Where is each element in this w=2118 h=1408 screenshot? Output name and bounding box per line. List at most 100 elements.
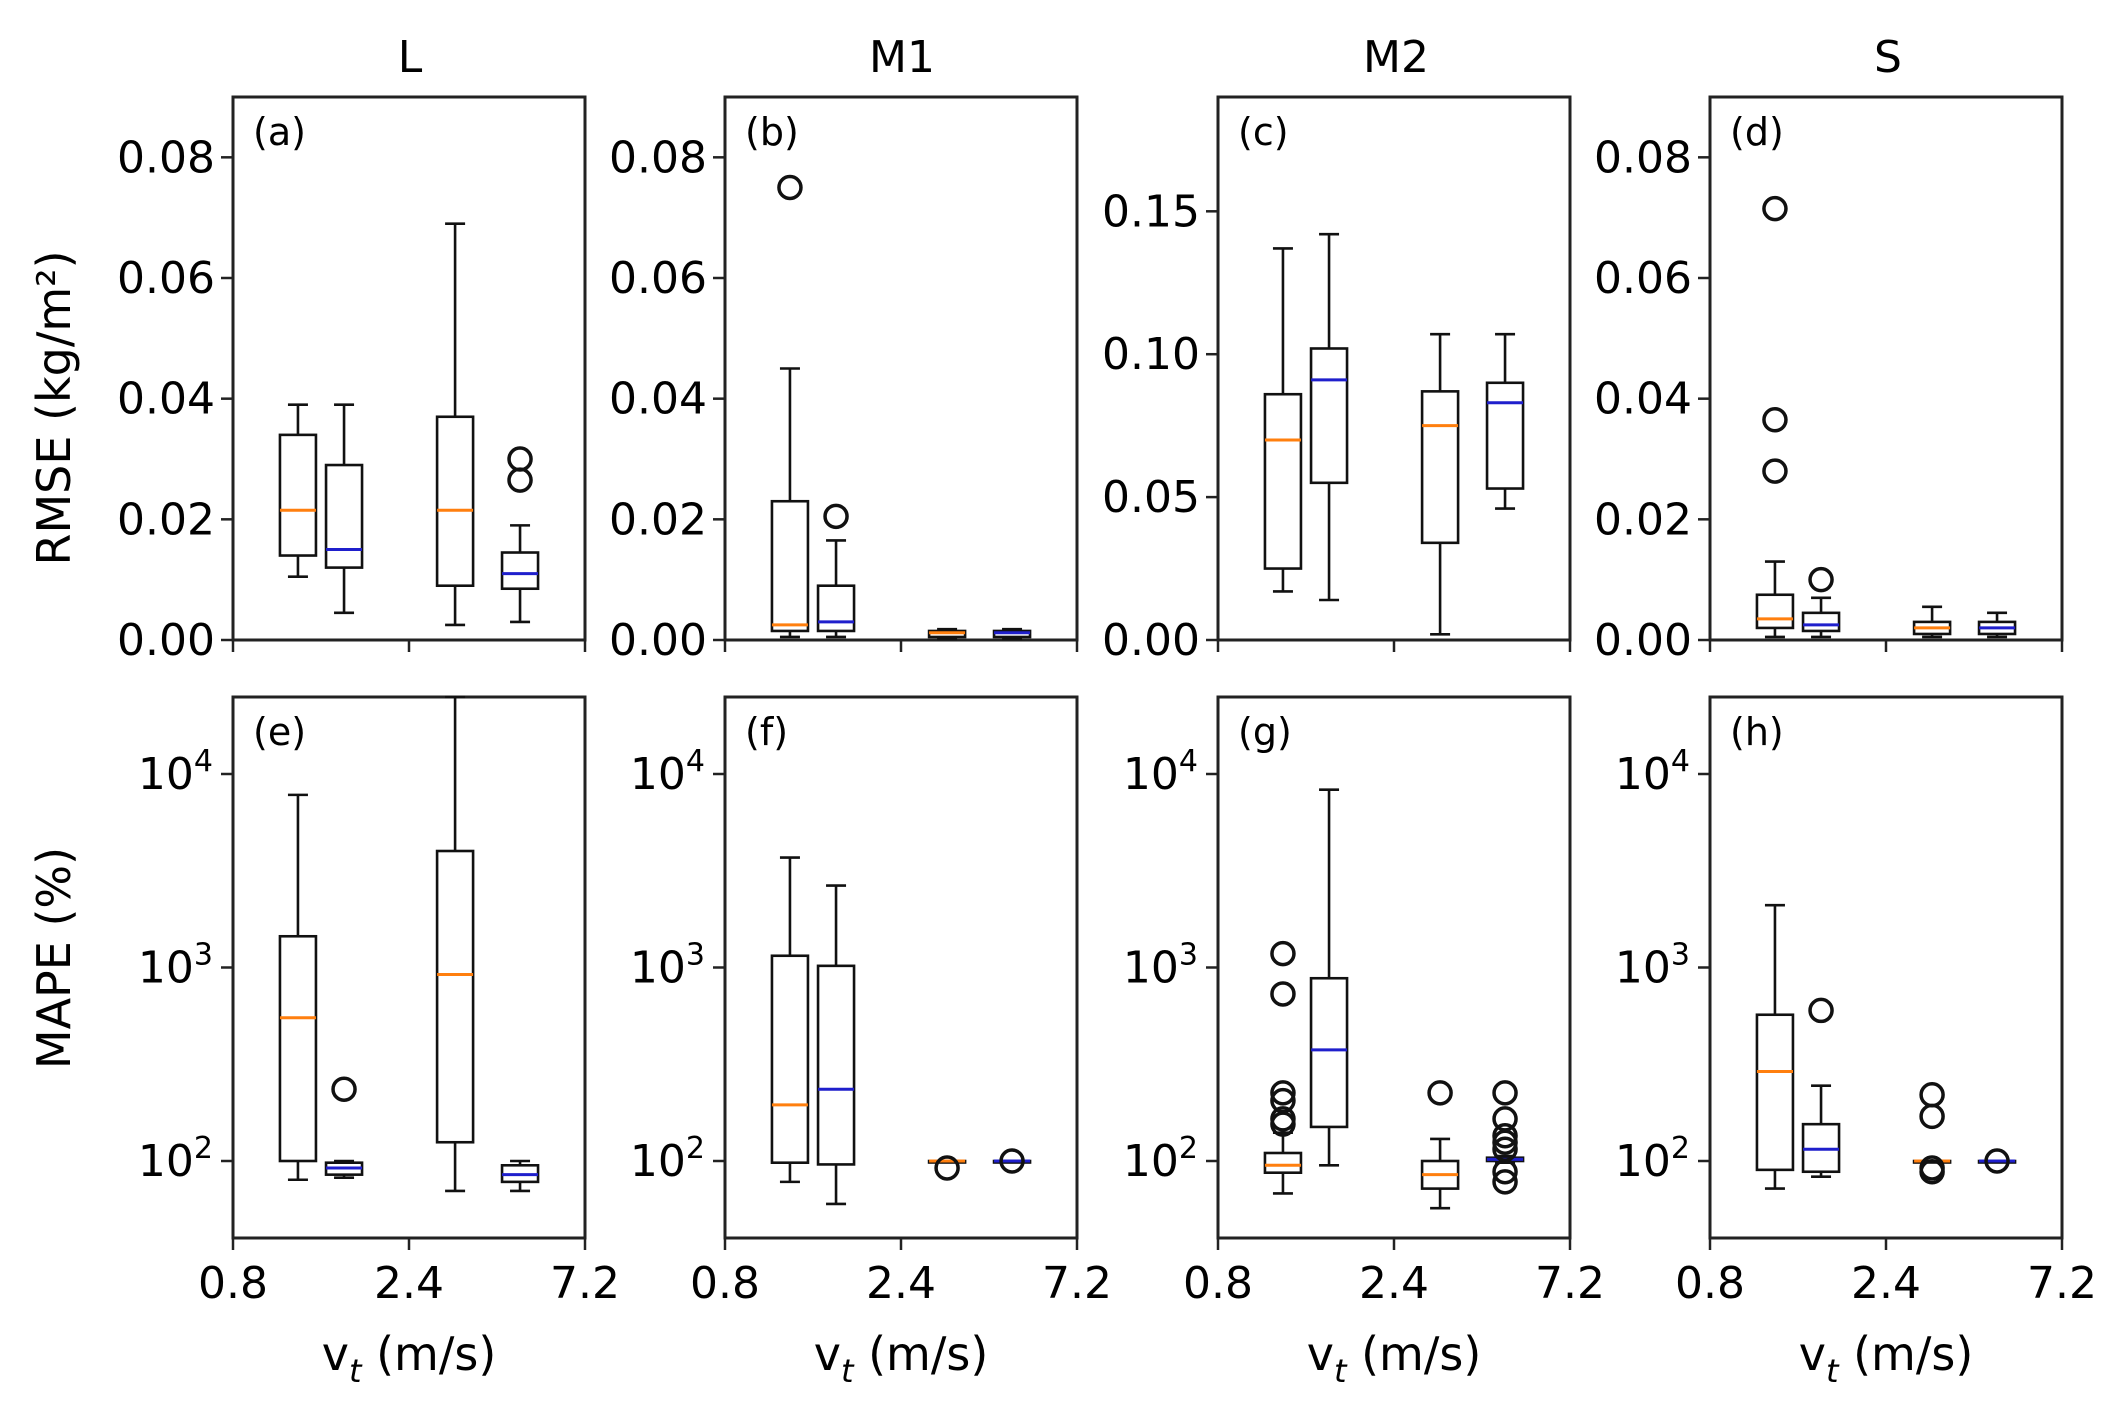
box-item	[324, 1076, 364, 1179]
iqr-box	[500, 551, 540, 591]
y-tick-label: 0.08	[1594, 132, 1692, 183]
iqr-box	[770, 954, 810, 1164]
box-item	[1485, 1080, 1525, 1195]
plot-frame	[723, 95, 1079, 642]
x-axis-labels: vt (m/s) vt (m/s) vt (m/s) vt (m/s)	[322, 1327, 1974, 1390]
x-tick-label: 2.4	[1851, 1258, 1921, 1309]
iqr-box	[435, 415, 475, 587]
y-tick-label: 104	[630, 744, 705, 800]
plot-frame	[723, 695, 1079, 1240]
y-tick-label: 104	[1123, 744, 1198, 800]
outlier-point	[1492, 1106, 1518, 1132]
iqr-box	[278, 934, 318, 1163]
iqr-box	[278, 433, 318, 557]
x-tick-label: 7.2	[1535, 1258, 1605, 1309]
box-item	[1755, 195, 1795, 639]
box-item	[324, 403, 364, 615]
outlier-point	[1492, 1123, 1518, 1149]
column-titles: L M1 M2 S	[398, 32, 1902, 83]
outlier-point	[1984, 1148, 2010, 1174]
panel-label: (e)	[253, 710, 306, 754]
panel-b: 0.00 0.02 0.04 0.06 0.08 (b)	[609, 95, 1079, 666]
outlier-point	[1919, 1103, 1945, 1130]
panel-g: 102 103 104 0.8 2.4 7.2 (g)	[1123, 695, 1605, 1309]
plot-frame	[1708, 695, 2064, 1240]
outlier-point	[507, 446, 533, 472]
outlier-point	[1270, 981, 1296, 1007]
x-tick-label: 0.8	[1675, 1258, 1745, 1309]
box-item	[278, 403, 318, 578]
outlier-point	[1808, 566, 1834, 593]
box-item	[435, 695, 475, 1193]
column-title-M1: M1	[869, 32, 935, 83]
y-tick-label: 0.02	[117, 494, 215, 545]
y-tick-label: 0.08	[609, 132, 707, 183]
x-tick-label: 2.4	[1359, 1258, 1429, 1309]
y-tick-label: 0.00	[1594, 615, 1692, 666]
y-tick-label: 102	[138, 1131, 213, 1187]
outlier-point	[1270, 940, 1296, 967]
box-item	[1263, 247, 1303, 593]
x-tick-label: 7.2	[550, 1258, 620, 1309]
box-item	[992, 627, 1032, 641]
x-tick-label: 0.8	[690, 1258, 760, 1309]
panel-label: (a)	[253, 110, 306, 154]
box-item	[500, 446, 540, 624]
panel-label: (b)	[745, 110, 799, 154]
outlier-point	[1762, 407, 1788, 433]
box-item	[1309, 232, 1349, 602]
panel-label: (h)	[1730, 710, 1784, 754]
panel-c: 0.00 0.05 0.10 0.15 (c)	[1102, 95, 1572, 666]
y-tick-label: 0.06	[117, 253, 215, 304]
box-item	[1755, 903, 1795, 1190]
panel-a: 0.00 0.02 0.04 0.06 0.08 (a)	[117, 95, 587, 666]
iqr-box	[435, 849, 475, 1144]
rmse-ylabel: RMSE (kg/m²)	[27, 250, 81, 565]
y-tick-label: 103	[138, 938, 213, 994]
iqr-box	[1263, 1151, 1303, 1175]
outlier-point	[999, 1148, 1025, 1174]
y-tick-label: 0.04	[1594, 374, 1692, 425]
x-axis-label: vt (m/s)	[322, 1327, 497, 1390]
x-tick-label: 2.4	[866, 1258, 936, 1309]
box-item	[1912, 605, 1952, 639]
x-axis-label: vt (m/s)	[814, 1327, 989, 1390]
outlier-point	[507, 467, 533, 493]
panel-label: (g)	[1238, 710, 1292, 754]
box-item	[1801, 997, 1841, 1178]
iqr-box	[1309, 976, 1349, 1129]
y-tick-label: 102	[1615, 1131, 1690, 1187]
column-title-S: S	[1874, 32, 1902, 83]
outlier-point	[331, 1076, 357, 1102]
outlier-point	[1808, 997, 1834, 1024]
x-axis-label: vt (m/s)	[1799, 1327, 1974, 1390]
y-tick-label: 102	[1123, 1131, 1198, 1187]
y-tick-label: 104	[1615, 744, 1690, 800]
y-tick-label: 0.08	[117, 132, 215, 183]
y-tick-label: 0.06	[1594, 253, 1692, 304]
iqr-box	[1309, 347, 1349, 485]
mape-ylabel: MAPE (%)	[27, 847, 81, 1069]
box-item	[1263, 940, 1303, 1195]
outlier-point	[1762, 458, 1788, 484]
iqr-box	[816, 584, 856, 633]
panel-e: 102 103 104 0.8 2.4 7.2 (e)	[138, 695, 620, 1309]
x-tick-label: 2.4	[374, 1258, 444, 1309]
box-item	[816, 884, 856, 1206]
column-title-L: L	[398, 32, 423, 83]
panel-label: (d)	[1730, 110, 1784, 154]
outlier-point	[1492, 1136, 1518, 1163]
outlier-point	[934, 1155, 960, 1181]
y-tick-label: 0.04	[117, 374, 215, 425]
box-item	[927, 627, 967, 641]
outlier-point	[1270, 1106, 1296, 1132]
y-tick-label: 0.05	[1102, 472, 1200, 523]
iqr-box	[1263, 392, 1303, 570]
iqr-box	[770, 499, 810, 633]
y-tick-label: 0.00	[117, 615, 215, 666]
outlier-point	[823, 503, 849, 530]
outlier-point	[1270, 1080, 1296, 1106]
y-tick-label: 102	[630, 1131, 705, 1187]
outlier-point	[1919, 1081, 1945, 1108]
y-tick-label: 0.06	[609, 253, 707, 304]
